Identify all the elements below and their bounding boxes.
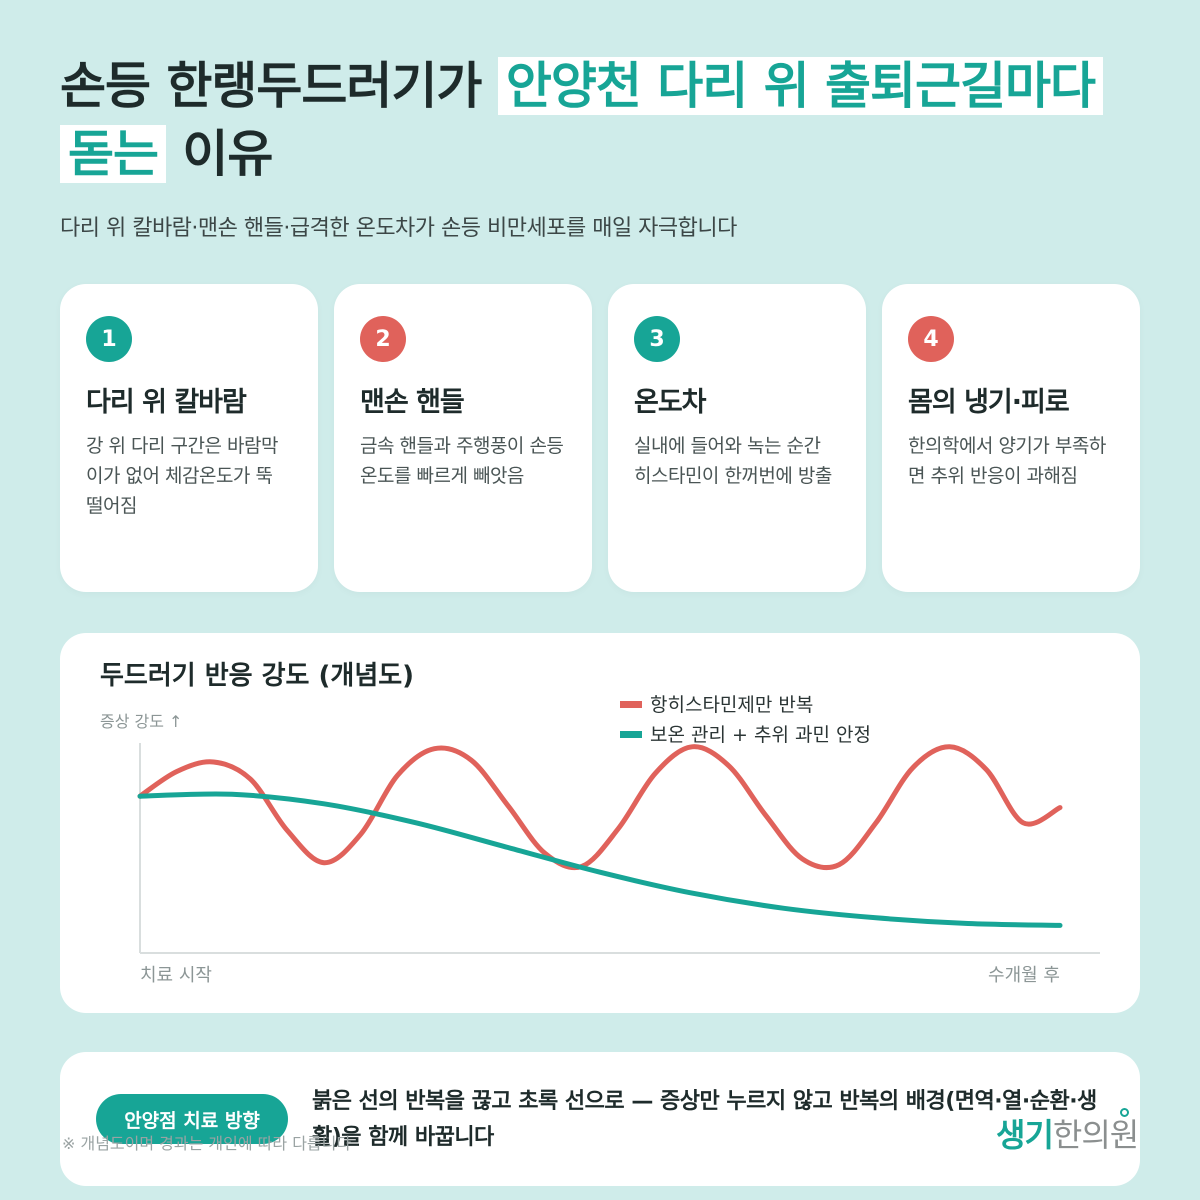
chart-title: 두드러기 반응 강도 (개념도)	[100, 661, 414, 691]
card-title: 몸의 냉기·피로	[908, 387, 1070, 418]
cause-card-3: 3 온도차 실내에 들어와 녹는 순간 히스타민이 한꺼번에 방출	[608, 284, 866, 592]
brand-part1: 생기	[996, 1116, 1054, 1154]
cause-card-1: 1 다리 위 칼바람 강 위 다리 구간은 바람막이가 없어 체감온도가 뚝 떨…	[60, 284, 318, 592]
y-axis-label: 증상 강도 ↑	[100, 712, 182, 731]
chart-panel: 두드러기 반응 강도 (개념도) 증상 강도 ↑ 치료 시작 수개월 후 항히스…	[60, 633, 1140, 1013]
title-part1: 손등 한랭두드러기가	[60, 57, 498, 115]
card-title: 맨손 핸들	[360, 387, 465, 418]
card-description: 한의학에서 양기가 부족하면 추위 반응이 과해짐	[908, 435, 1106, 487]
legend-swatch-1	[620, 701, 642, 708]
brand-logo: 생기한의원	[996, 1110, 1139, 1156]
card-number-badge: 3	[634, 316, 680, 362]
page-title: 손등 한랭두드러기가 안양천 다리 위 출퇴근길마다 돋는 이유	[60, 52, 1150, 188]
card-description: 실내에 들어와 녹는 순간 히스타민이 한꺼번에 방출	[634, 435, 832, 487]
treatment-direction-panel: 안양점 치료 방향 붉은 선의 반복을 끊고 초록 선으로 — 증상만 누르지 …	[60, 1052, 1140, 1186]
legend-label-1: 항히스타민제만 반복	[650, 694, 813, 716]
series-line-2	[137, 791, 1063, 928]
disclaimer-note: ※ 개념도이며 경과는 개인에 따라 다릅니다	[62, 1134, 352, 1153]
legend-label-2: 보온 관리 + 추위 과민 안정	[650, 724, 871, 746]
card-number-badge: 2	[360, 316, 406, 362]
legend-swatch-2	[620, 731, 642, 738]
x-end-label: 수개월 후	[988, 965, 1060, 986]
page-subtitle: 다리 위 칼바람·맨손 핸들·급격한 온도차가 손등 비만세포를 매일 자극합니…	[60, 216, 737, 241]
treatment-direction-badge: 안양점 치료 방향	[96, 1094, 288, 1144]
card-description: 금속 핸들과 주행풍이 손등 온도를 빠르게 빼앗음	[360, 435, 564, 487]
card-number-badge: 1	[86, 316, 132, 362]
title-part2: 이유	[166, 125, 273, 183]
cause-card-2: 2 맨손 핸들 금속 핸들과 주행풍이 손등 온도를 빠르게 빼앗음	[334, 284, 592, 592]
brand-part2: 한의원	[1052, 1116, 1139, 1154]
concept-chart: 두드러기 반응 강도 (개념도) 증상 강도 ↑ 치료 시작 수개월 후 항히스…	[100, 661, 1100, 986]
brand-dot-icon	[1120, 1108, 1129, 1117]
series-layer	[137, 744, 1063, 928]
treatment-direction-text: 붉은 선의 반복을 끊고 초록 선으로 — 증상만 누르지 않고 반복의 배경(…	[312, 1089, 1097, 1150]
card-title: 다리 위 칼바람	[86, 387, 247, 418]
cause-card-4: 4 몸의 냉기·피로 한의학에서 양기가 부족하면 추위 반응이 과해짐	[882, 284, 1140, 592]
card-description: 강 위 다리 구간은 바람막이가 없어 체감온도가 뚝 떨어짐	[86, 435, 278, 517]
series-line-1	[137, 744, 1063, 871]
card-title: 온도차	[634, 387, 707, 418]
card-number-badge: 4	[908, 316, 954, 362]
x-start-label: 치료 시작	[140, 965, 212, 986]
